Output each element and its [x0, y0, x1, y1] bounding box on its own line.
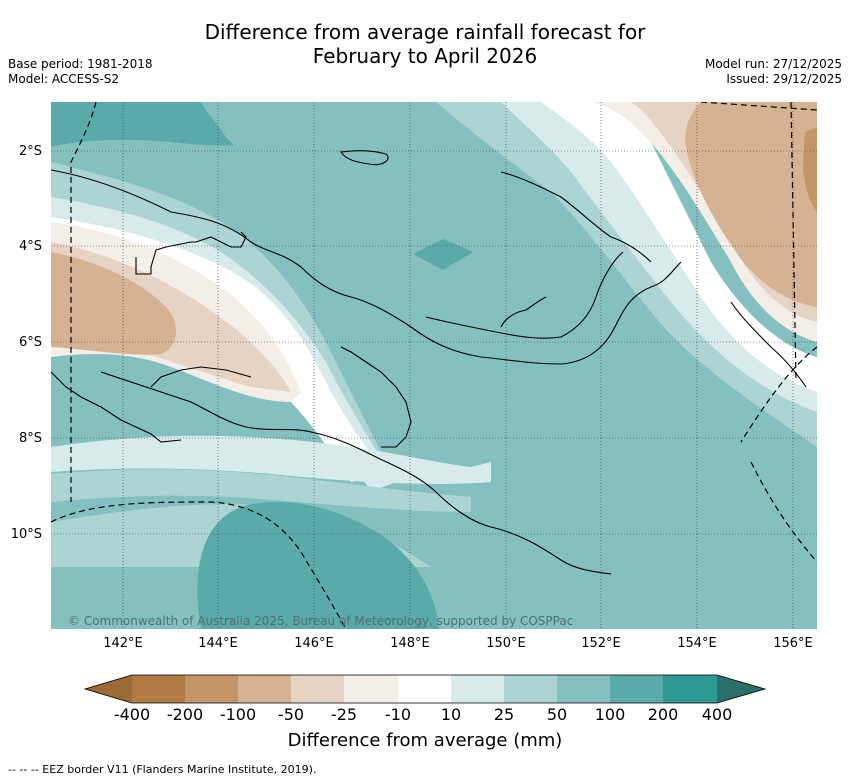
lat-label-2s: 2°S [18, 144, 42, 159]
colorbar-segment-10 [610, 675, 663, 703]
cbar-tick-2: -200 [166, 705, 204, 724]
title-line-1: Difference from average rainfall forecas… [204, 20, 646, 44]
lon-label-156e: 156°E [773, 636, 813, 651]
model-name: Model: ACCESS-S2 [8, 72, 120, 86]
lon-label-154e: 154°E [677, 636, 717, 651]
lon-label-150e: 150°E [486, 636, 526, 651]
lon-label-148e: 148°E [390, 636, 430, 651]
lon-label-146e: 146°E [294, 636, 334, 651]
cbar-tick-7: 10 [440, 705, 462, 724]
issued-date: Issued: 29/12/2025 [726, 72, 842, 86]
lat-label-6s: 6°S [18, 335, 42, 350]
model-run: Model run: 27/12/2025 [704, 57, 842, 71]
eez-borders [51, 102, 817, 629]
colorbar-title: Difference from average (mm) [287, 730, 563, 751]
cbar-tick-8: 25 [493, 705, 515, 724]
band-neg50-100-ne [685, 102, 817, 307]
lon-label-152e: 152°E [581, 636, 621, 651]
colorbar-segment-8 [504, 675, 557, 703]
lat-label-4s: 4°S [18, 239, 42, 254]
colorbar-segment-6 [398, 675, 451, 703]
meta-right: Model run: 27/12/2025 Issued: 29/12/2025 [705, 57, 842, 87]
colorbar-segment-9 [557, 675, 610, 703]
cbar-tick-11: 200 [647, 705, 679, 724]
rainfall-map: © Commonwealth of Australia 2025, Bureau… [51, 102, 817, 629]
chart-title: Difference from average rainfall forecas… [0, 20, 850, 68]
cbar-tick-4: -50 [277, 705, 305, 724]
colorbar [83, 674, 767, 704]
colorbar-arrow-low [85, 675, 132, 703]
colorbar-segment-3 [238, 675, 291, 703]
colorbar-segment-1 [132, 675, 185, 703]
base-period: Base period: 1981-2018 [8, 57, 153, 71]
band-neg100-200-ne [803, 127, 817, 212]
lat-label-8s: 8°S [18, 431, 42, 446]
cbar-tick-12: 400 [701, 705, 733, 724]
title-line-2: February to April 2026 [312, 44, 538, 68]
lon-label-144e: 144°E [198, 636, 238, 651]
map-svg [51, 102, 817, 629]
cbar-tick-3: -100 [219, 705, 257, 724]
band-25-50-ne [436, 102, 817, 447]
copyright-notice: © Commonwealth of Australia 2025, Bureau… [68, 614, 574, 628]
colorbar-segment-2 [185, 675, 238, 703]
band-100-200-mid [413, 239, 473, 270]
band-white-ne [541, 102, 817, 392]
colorbar-arrow-high [717, 675, 765, 703]
colorbar-segment-4 [291, 675, 344, 703]
band-100-200-south [197, 501, 439, 629]
meta-left: Base period: 1981-2018 Model: ACCESS-S2 [8, 57, 153, 87]
coastlines [51, 150, 807, 575]
band-neg50-100-west [51, 252, 177, 355]
cbar-tick-6: -10 [384, 705, 412, 724]
cbar-tick-10: 100 [594, 705, 626, 724]
cbar-tick-5: -25 [330, 705, 358, 724]
colorbar-segment-7 [451, 675, 504, 703]
eez-legend-note: -- -- -- EEZ border V11 (Flanders Marine… [8, 763, 317, 776]
band-10-25-south [51, 435, 491, 485]
lon-label-142e: 142°E [103, 636, 143, 651]
graticule [51, 102, 817, 629]
band-25-50-south [51, 469, 471, 512]
colorbar-segment-5 [344, 675, 398, 703]
lat-label-10s: 10°S [10, 527, 42, 542]
colorbar-segment-11 [663, 675, 717, 703]
band-50-100-north [201, 102, 441, 210]
cbar-tick-1: -400 [113, 705, 151, 724]
cbar-tick-9: 50 [546, 705, 568, 724]
